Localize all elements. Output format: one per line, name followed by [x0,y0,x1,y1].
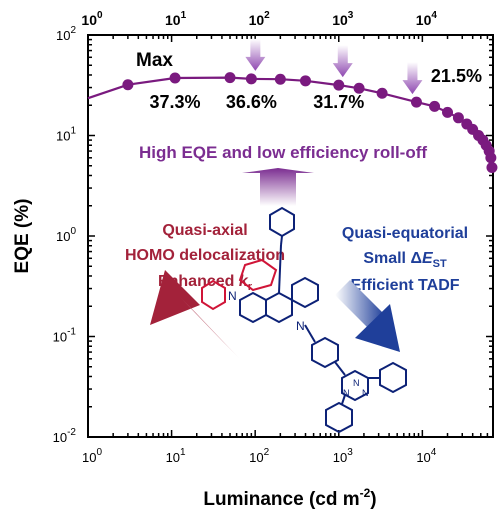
max-label: Max [136,50,173,71]
data-point [485,152,497,164]
x-tick-label: 102 [249,447,269,465]
x-tick-label: 104 [416,447,436,465]
y-tick-label: 102 [56,25,76,43]
highlight-arrow [402,62,423,95]
left-line-1: Quasi-axial [162,222,247,239]
tick-labels: 100 100 101 101 102 102 103 103 104 104 10-2 10-1 10… [53,10,438,465]
y-tick-label: 100 [56,226,76,244]
headline: High EQE and low efficiency roll-off [139,143,427,162]
data-point [442,106,454,118]
svg-text:N: N [228,289,237,303]
data-point [122,79,134,91]
data-point [300,75,312,87]
x-tick-label: 100 [82,447,102,465]
x-tick-label-top: 103 [332,10,354,28]
blue-arrow [355,304,400,352]
value-label: 37.3% [150,92,201,112]
x-tick-label-top: 101 [165,10,187,28]
right-line-3: Efficient TADF [350,277,459,294]
value-labels: 37.3% 36.6% 31.7% 21.5% [150,66,482,112]
value-label: 21.5% [431,66,482,86]
x-tick-label-top: 100 [81,10,103,28]
data-point [245,73,257,85]
right-line-1: Quasi-equatorial [342,225,468,242]
data-point [333,79,345,91]
data-point [410,96,422,108]
red-arrow [150,270,200,325]
y-tick-label: 101 [56,126,76,144]
data-point [169,72,181,84]
svg-text:N: N [362,388,369,398]
svg-text:N: N [296,319,305,333]
y-tick-label: 10-2 [53,427,77,445]
highlight-arrow [332,45,353,78]
left-line-2: HOMO delocalization [125,247,285,264]
y-axis-title: EQE (%) [12,199,33,274]
axis-ticks [87,34,494,438]
molecule-structure: N N N N N [201,206,407,434]
y-tick-label: 10-1 [53,327,77,345]
x-tick-label-top: 102 [249,10,271,28]
x-tick-label: 101 [166,447,186,465]
right-line-2: Small ΔEST [363,250,447,270]
data-point [224,72,236,84]
highlight-arrows [245,38,423,95]
data-point [486,162,498,174]
svg-text:N: N [353,378,360,388]
value-label: 36.6% [226,92,277,112]
value-label: 31.7% [313,92,364,112]
data-points [122,72,498,174]
data-point [274,73,286,85]
x-tick-label: 103 [333,447,353,465]
red-arrow-shaft [178,295,241,360]
data-point [376,87,388,99]
up-arrow [242,168,314,206]
svg-text:N: N [343,388,350,398]
highlight-arrow [245,38,266,71]
x-tick-label-top: 104 [416,10,438,28]
data-point [429,100,441,112]
x-axis-title: Luminance (cd m-2) [203,486,376,510]
data-point [452,112,464,124]
blue-arrow-shaft [335,280,385,330]
data-point [353,82,365,94]
